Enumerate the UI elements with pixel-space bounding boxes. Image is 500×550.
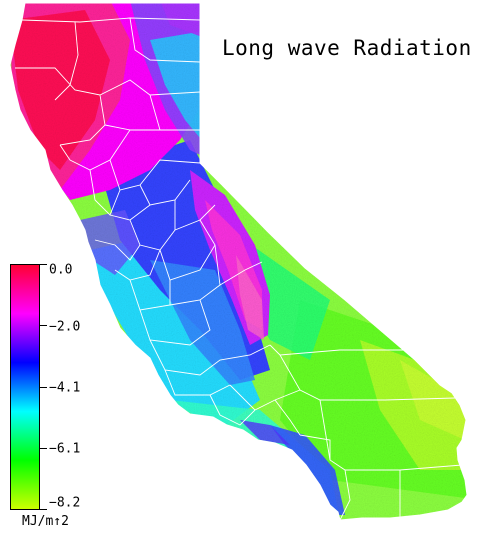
legend-label-2: −4.1 [49,380,81,396]
legend-tick-2 [40,387,47,388]
legend-label-1: −2.0 [49,319,81,335]
map-title: Long wave Radiation [222,36,472,60]
county-lines [15,17,463,521]
legend-unit-label: MJ/m↑2 [22,514,69,529]
legend-label-0: 0.0 [49,262,73,278]
legend-label-3: −6.1 [49,441,81,457]
legend-tick-0 [40,264,47,265]
legend-tick-4 [40,509,47,510]
legend-label-4: −8.2 [49,495,81,511]
color-scale-bar [10,264,40,510]
legend-tick-1 [40,325,47,326]
legend-tick-3 [40,448,47,449]
